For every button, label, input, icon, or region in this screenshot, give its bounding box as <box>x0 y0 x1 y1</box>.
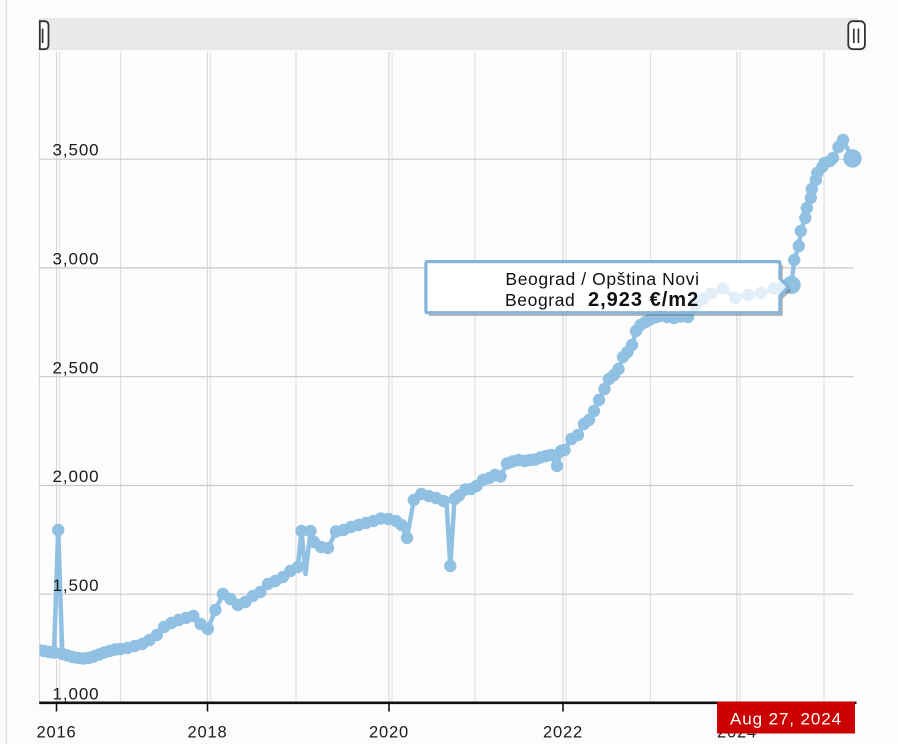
svg-text:1,000: 1,000 <box>53 685 100 704</box>
svg-text:2,923 €/m2: 2,923 €/m2 <box>588 289 699 311</box>
svg-text:2020: 2020 <box>369 724 409 742</box>
svg-text:2016: 2016 <box>36 724 76 742</box>
svg-text:Beograd: Beograd <box>505 290 575 310</box>
svg-text:Beograd / Opština Novi: Beograd / Opština Novi <box>505 269 699 289</box>
svg-text:Aug 27, 2024: Aug 27, 2024 <box>730 710 842 729</box>
svg-text:2,500: 2,500 <box>53 359 100 378</box>
svg-text:2,000: 2,000 <box>53 467 100 486</box>
svg-text:1,500: 1,500 <box>53 576 100 595</box>
svg-text:2022: 2022 <box>543 724 583 742</box>
svg-text:2018: 2018 <box>187 724 227 742</box>
svg-text:3,000: 3,000 <box>53 250 100 269</box>
svg-text:3,500: 3,500 <box>53 141 100 160</box>
